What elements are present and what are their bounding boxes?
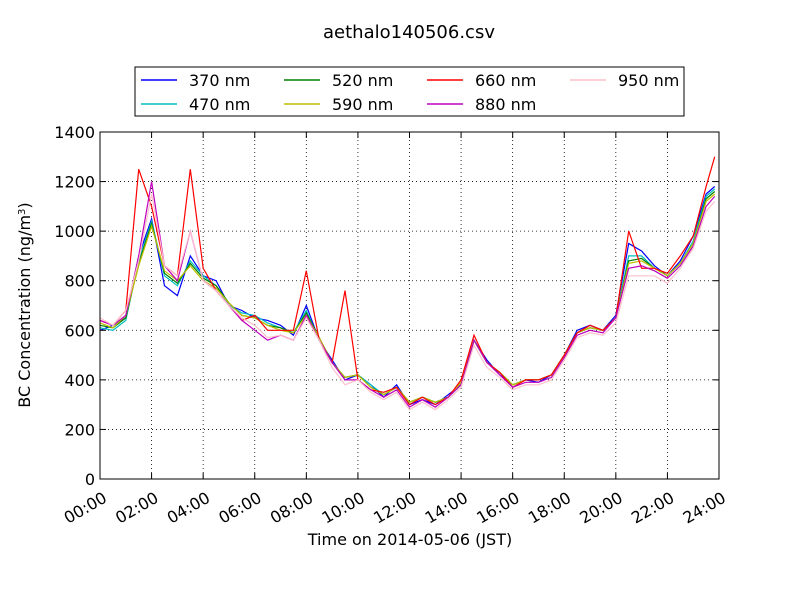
series-line-370-nm [99,186,716,406]
series-line-880-nm [99,181,716,408]
legend: 370 nm 470 nm 520 nm 590 nm 660 nm 880 nm 950 … [134,66,685,117]
x-tick-label: 00:00 [61,488,110,528]
y-axis-label-sup: 3 [17,209,28,215]
legend-label: 520 nm [332,71,393,90]
y-tick-label: 1000 [54,222,95,241]
legend-box [134,66,685,117]
legend-label: 950 nm [618,71,679,90]
x-tick-label: 24:00 [680,488,729,528]
y-axis-label-main: BC Concentration (ng/m [15,215,34,408]
chart-title: aethalo140506.csv [323,22,495,43]
x-tick-label: 22:00 [628,488,677,528]
series-line-950-nm [99,193,716,411]
y-tick-label: 0 [85,470,95,489]
x-tick-label: 08:00 [267,488,316,528]
y-tick-label: 600 [64,321,95,340]
x-tick-label: 10:00 [318,488,367,528]
y-tick-label: 400 [64,371,95,390]
x-tick-label: 20:00 [576,488,625,528]
x-axis-label: Time on 2014-05-06 (JST) [307,530,512,549]
legend-label: 370 nm [189,71,250,90]
y-tick-label: 200 [64,420,95,439]
y-axis-label: BC Concentration (ng/m3) [15,202,34,407]
y-axis-label-end: ) [15,202,34,208]
x-axis: 00:00 02:00 04:00 06:00 08:00 10:00 12:00 14:00… [61,132,729,528]
series-line-470-nm [99,188,716,403]
x-tick-label: 18:00 [525,488,574,528]
legend-label: 590 nm [332,95,393,114]
x-tick-label: 14:00 [422,488,471,528]
y-axis: 0 200 400 600 800 1000 1200 1400 [54,123,719,489]
legend-label: 880 nm [475,95,536,114]
legend-label: 660 nm [475,71,536,90]
legend-label: 470 nm [189,95,250,114]
y-tick-label: 1200 [54,173,95,192]
x-tick-label: 12:00 [370,488,419,528]
x-tick-label: 06:00 [215,488,264,528]
y-tick-label: 800 [64,272,95,291]
y-tick-label: 1400 [54,123,95,142]
data-series [99,156,716,411]
grid [100,132,719,479]
x-tick-label: 04:00 [164,488,213,528]
x-tick-label: 02:00 [112,488,161,528]
x-tick-label: 16:00 [473,488,522,528]
